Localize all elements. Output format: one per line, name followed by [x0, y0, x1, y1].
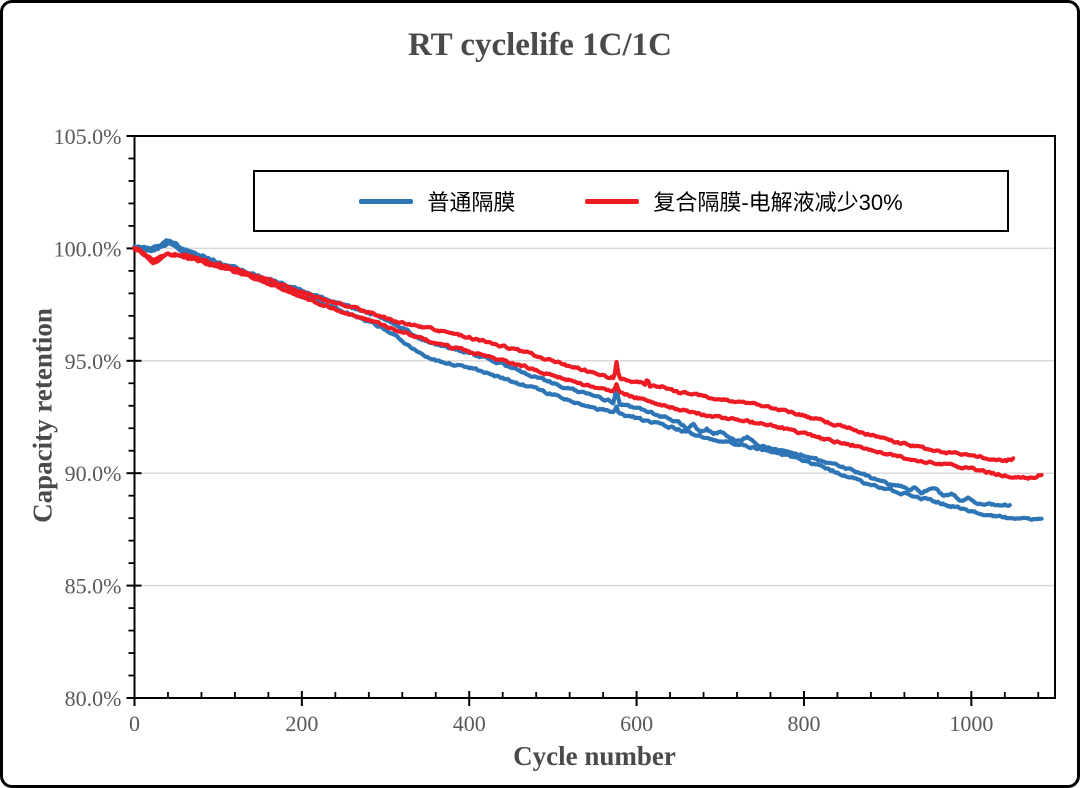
chart-title: RT cyclelife 1C/1C — [408, 27, 672, 63]
legend-box: 普通隔膜 复合隔膜-电解液减少30% — [253, 170, 1009, 232]
y-tick-label: 100.0% — [54, 236, 122, 261]
legend-swatch-red-line — [585, 198, 640, 204]
y-tick-label: 105.0% — [54, 124, 122, 149]
y-tick-label: 90.0% — [65, 461, 122, 486]
legend-label: 复合隔膜-电解液减少30% — [653, 190, 903, 215]
x-tick-label: 800 — [787, 711, 820, 736]
legend-item-normal-separator: 普通隔膜 — [359, 185, 515, 217]
y-tick-label: 95.0% — [65, 349, 122, 374]
plot-border — [133, 135, 1056, 699]
x-tick-label: 600 — [620, 711, 653, 736]
plot-area: 105.0% 100.0% 95.0% 90.0% 85.0% 80.0% 0 200 400 6… — [54, 124, 1056, 736]
x-tick-label: 1000 — [949, 711, 993, 736]
series-line — [132, 245, 1016, 464]
legend-swatch-blue-line — [359, 198, 414, 204]
legend-item-composite-separator: 复合隔膜-电解液减少30% — [585, 185, 903, 217]
x-axis-title: Cycle number — [513, 741, 676, 771]
series-line — [132, 247, 1044, 481]
y-tick-label: 85.0% — [65, 574, 122, 599]
legend-label: 普通隔膜 — [427, 190, 516, 215]
x-tick-label: 200 — [285, 711, 318, 736]
y-tick-label: 80.0% — [65, 686, 122, 711]
x-tick-label: 400 — [453, 711, 486, 736]
x-tick-label: 0 — [129, 711, 140, 736]
